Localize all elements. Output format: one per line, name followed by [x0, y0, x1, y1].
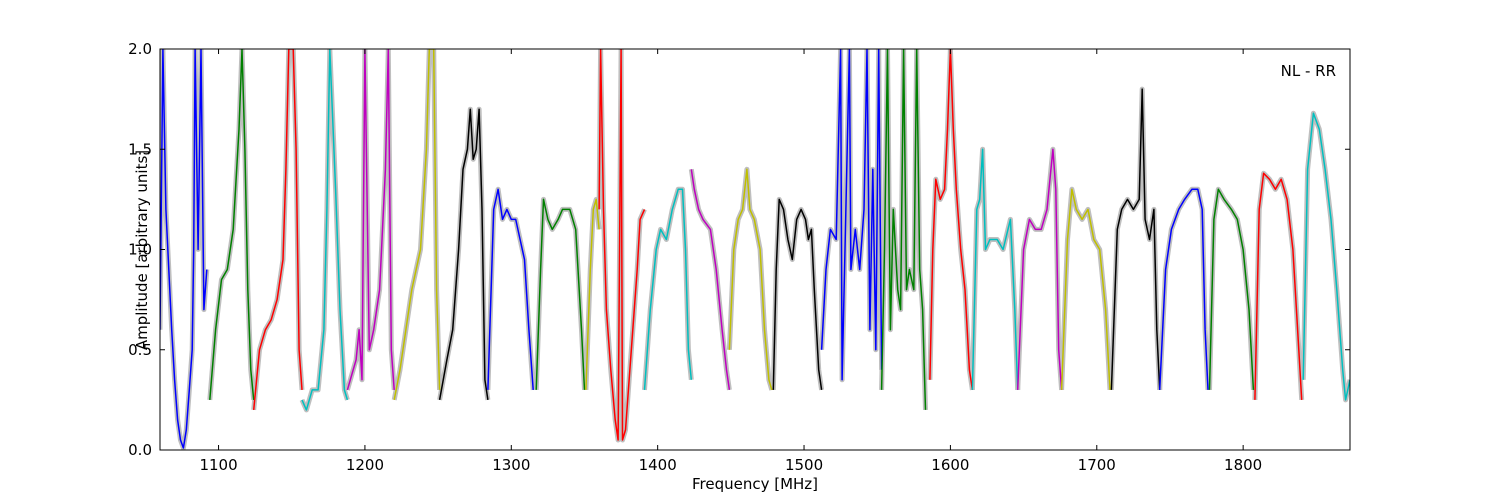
background-trace	[299, 49, 350, 413]
y-tick-label: 0.5	[128, 341, 152, 359]
y-tick-label: 1.0	[128, 241, 152, 259]
series-line	[690, 169, 731, 391]
y-axis-label: Amplitude [arbitrary units]	[133, 150, 151, 350]
x-tick-label: 1700	[1078, 456, 1116, 474]
x-tick-label: 1600	[931, 456, 969, 474]
y-tick-label: 1.5	[128, 140, 152, 158]
series-line	[880, 49, 927, 410]
background-trace	[927, 49, 975, 391]
series-line	[301, 49, 349, 411]
y-tick-label: 2.0	[128, 40, 152, 58]
background-trace	[391, 49, 443, 401]
series-line	[772, 198, 823, 391]
series-line	[393, 49, 441, 401]
series-line	[438, 108, 489, 401]
series-line	[160, 49, 208, 449]
x-axis-label: Frequency [MHz]	[692, 475, 818, 493]
series-line	[598, 49, 646, 441]
x-tick-label: 1100	[199, 456, 237, 474]
series-line	[1302, 112, 1350, 401]
x-tick-label: 1800	[1224, 456, 1262, 474]
series-line	[820, 49, 883, 381]
series-line	[1060, 188, 1111, 390]
x-tick-label: 1500	[785, 456, 823, 474]
series-line	[535, 198, 586, 390]
series-line	[252, 49, 303, 410]
annotation-label: NL - RR	[1281, 62, 1336, 80]
series-line	[929, 49, 974, 391]
background-trace	[533, 196, 587, 391]
background-trace	[1108, 86, 1163, 391]
series-line	[1016, 148, 1063, 390]
background-trace	[1300, 110, 1350, 403]
y-axis: 0.0 0.5 1.0 1.5 2.0	[128, 40, 1350, 459]
series-layer	[160, 49, 1350, 449]
x-axis: 1100 1200 1300 1400 1500 1600 1700 1800	[199, 49, 1262, 474]
series-line	[209, 49, 255, 400]
series-line	[971, 148, 1019, 390]
x-tick-label: 1300	[492, 456, 530, 474]
background-trace	[969, 146, 1021, 390]
y-tick-label: 0.0	[128, 441, 152, 459]
series-line	[487, 188, 534, 390]
series-line	[1254, 172, 1303, 400]
series-line	[728, 168, 773, 391]
series-line	[585, 198, 600, 390]
background-trace	[726, 166, 775, 391]
x-tick-label: 1400	[639, 456, 677, 474]
series-line	[1208, 188, 1255, 390]
series-line	[643, 188, 693, 390]
background-trace	[1157, 186, 1211, 391]
series-line	[346, 49, 395, 391]
series-line	[1158, 188, 1209, 390]
x-tick-label: 1200	[346, 456, 384, 474]
series-line	[1110, 88, 1161, 390]
